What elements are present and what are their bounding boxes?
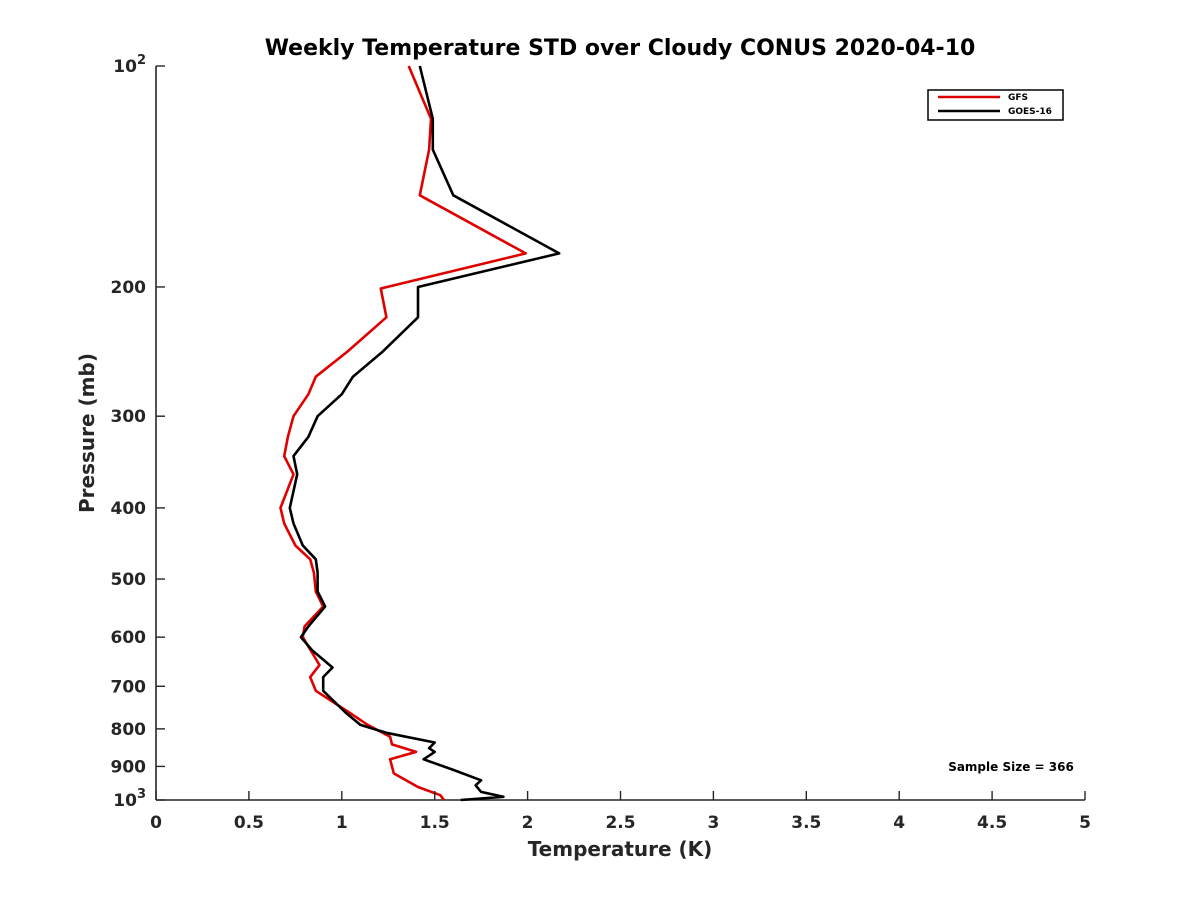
y-axis-label: Pressure (mb) [75,353,99,513]
x-tick-label: 0 [150,813,162,833]
legend: GFS GOES-16 [927,89,1064,121]
x-tick-label: 3.5 [791,813,821,833]
y-axis-ticks: 102 200 300 400 500 600 700 800 900 103 [111,53,165,811]
y-tick-label: 800 [111,720,147,740]
series-line-gfs [279,65,528,801]
plot-area [155,65,1085,802]
y-tick-label: 700 [111,677,147,697]
y-tick-label: 102 [113,53,146,77]
legend-box [927,89,1064,121]
y-tick-label: 103 [113,787,146,811]
x-tick-label: 2 [522,813,534,833]
legend-label-goes16: GOES-16 [1008,107,1052,117]
x-tick-label: 1.5 [420,813,450,833]
legend-label-gfs: GFS [1008,93,1028,103]
series-line-goes16 [288,65,561,802]
x-axis-label: Temperature (K) [528,837,713,861]
x-tick-label: 4.5 [977,813,1007,833]
y-tick-label: 900 [111,757,147,777]
x-tick-label: 0.5 [234,813,264,833]
sample-size-annotation: Sample Size = 366 [948,760,1074,774]
y-tick-label: 500 [111,570,147,590]
chart-title: Weekly Temperature STD over Cloudy CONUS… [265,36,976,61]
y-tick-label: 300 [111,407,147,427]
y-tick-label: 600 [111,628,147,648]
y-tick-label: 200 [111,278,147,298]
x-tick-label: 5 [1079,813,1091,833]
x-tick-label: 1 [336,813,348,833]
x-tick-label: 2.5 [605,813,635,833]
y-tick-label: 400 [111,499,147,519]
x-tick-label: 4 [893,813,905,833]
x-axis-ticks: 0 0.5 1 1.5 2 2.5 3 3.5 4 4.5 5 [150,791,1091,833]
x-tick-label: 3 [707,813,719,833]
